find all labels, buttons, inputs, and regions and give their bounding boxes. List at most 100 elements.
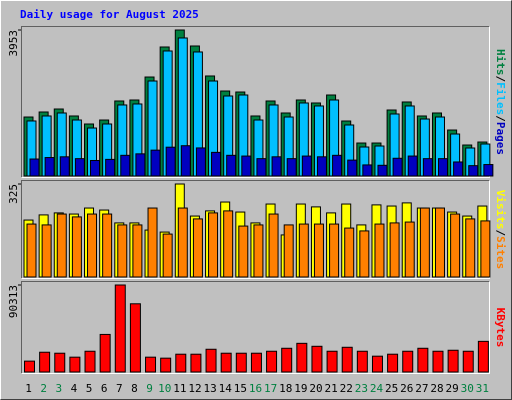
bar: [226, 154, 237, 177]
bar: [356, 350, 368, 373]
bar: [326, 350, 338, 373]
bar: [235, 352, 247, 373]
bar: [160, 357, 172, 373]
bar: [253, 224, 264, 278]
legend-entry: Visits: [494, 190, 507, 230]
bar: [39, 351, 51, 373]
bar: [392, 157, 403, 177]
bar: [24, 360, 35, 373]
bar: [99, 333, 111, 373]
y-tick-label: 90313: [7, 285, 20, 318]
bar: [190, 353, 202, 373]
bar: [311, 345, 323, 373]
x-tick-label: 26: [400, 382, 413, 395]
bar: [422, 158, 433, 177]
bar: [477, 340, 489, 373]
x-tick-label: 19: [294, 382, 307, 395]
bar: [483, 164, 494, 177]
panel-bevel-light: [21, 26, 490, 178]
bar: [162, 233, 173, 278]
x-tick-label: 29: [446, 382, 459, 395]
bar: [241, 155, 252, 177]
bar: [56, 213, 67, 278]
bar: [344, 227, 355, 278]
bar: [387, 353, 399, 373]
bar: [281, 347, 293, 373]
bar: [84, 350, 96, 373]
bar: [211, 151, 222, 177]
bar: [87, 213, 98, 278]
bar: [165, 146, 176, 177]
legend: Visits/Sites: [494, 190, 507, 270]
bar: [90, 159, 101, 177]
bar: [180, 145, 191, 177]
bar: [120, 154, 131, 177]
x-tick-label: 9: [146, 382, 153, 395]
panel-bevel-dark: [21, 26, 490, 178]
legend-entry: Hits: [494, 49, 507, 76]
bar: [69, 356, 81, 373]
bar: [371, 355, 383, 373]
bar: [419, 207, 430, 278]
bar: [407, 155, 418, 177]
bar: [175, 353, 187, 373]
bar: [389, 222, 400, 278]
legend-separator: /: [494, 115, 507, 122]
bar: [377, 164, 388, 177]
bar: [205, 348, 217, 373]
x-tick-label: 22: [340, 382, 353, 395]
x-tick-label: 11: [173, 382, 186, 395]
bar: [404, 221, 415, 278]
bar: [432, 350, 444, 373]
bar: [359, 230, 370, 278]
x-tick-label: 23: [355, 382, 368, 395]
panel-bevel-dark: [21, 180, 490, 279]
bar: [44, 157, 55, 177]
bar: [313, 223, 324, 278]
bar: [117, 224, 128, 278]
x-tick-label: 21: [325, 382, 338, 395]
bar: [298, 223, 309, 278]
bar: [301, 155, 312, 177]
bar: [450, 213, 461, 278]
bar: [283, 224, 294, 278]
legend-entry: KBytes: [494, 308, 507, 348]
bar: [286, 158, 297, 177]
bar: [135, 153, 146, 177]
bar: [329, 223, 340, 278]
bar: [341, 346, 353, 373]
x-tick-label: 10: [158, 382, 171, 395]
y-tick-label: 325: [7, 184, 20, 204]
legend-entry: Files: [494, 82, 507, 115]
x-tick-label: 1: [25, 382, 32, 395]
bar: [266, 350, 278, 373]
x-tick-label: 18: [279, 382, 292, 395]
panel-bevel-light: [21, 281, 490, 374]
bar: [434, 207, 445, 278]
x-tick-label: 24: [370, 382, 384, 395]
bar: [147, 207, 158, 278]
x-tick-label: 2: [40, 382, 47, 395]
bar: [437, 158, 448, 177]
bar: [480, 220, 491, 278]
x-tick-label: 16: [249, 382, 262, 395]
bar: [208, 212, 219, 278]
bar: [220, 352, 232, 373]
x-tick-label: 30: [461, 382, 474, 395]
bar: [177, 207, 188, 278]
bar: [132, 224, 143, 278]
bar: [362, 164, 373, 177]
x-tick-label: 13: [203, 382, 216, 395]
legend-entry: Pages: [494, 122, 507, 155]
y-tick-label: 3953: [7, 30, 20, 57]
bar: [71, 216, 82, 278]
panel-bevel-light: [21, 180, 490, 279]
x-tick-label: 3: [56, 382, 63, 395]
x-tick-label: 8: [131, 382, 138, 395]
bar: [332, 154, 343, 177]
x-tick-label: 7: [116, 382, 123, 395]
bar: [250, 352, 262, 373]
bar: [296, 342, 308, 373]
